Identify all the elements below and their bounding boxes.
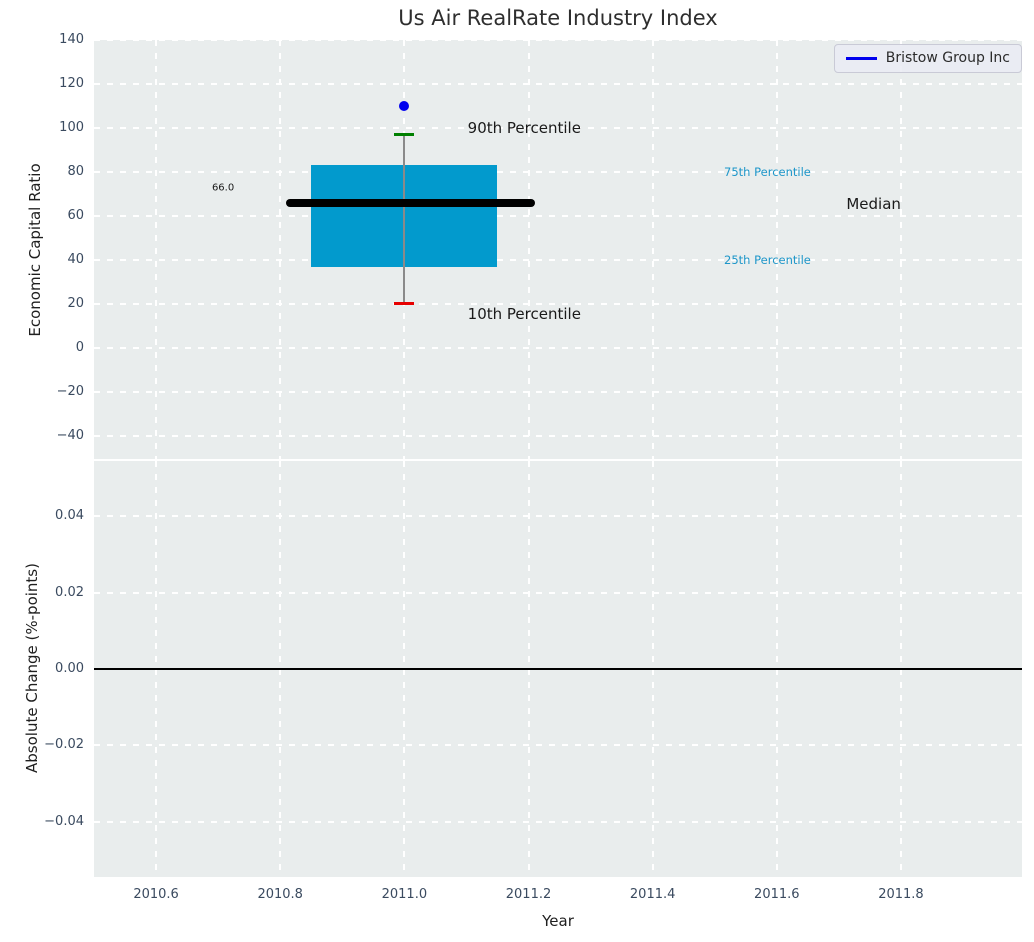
y-tick-label-top: −20 bbox=[56, 383, 84, 399]
gridline-h bbox=[94, 40, 1022, 41]
gridline-h bbox=[94, 346, 1022, 349]
gridline-h bbox=[94, 434, 1022, 437]
gridline-v bbox=[527, 40, 530, 459]
company-data-point bbox=[399, 100, 410, 111]
gridline-v bbox=[279, 40, 282, 459]
y-tick-label-top: 40 bbox=[67, 251, 84, 267]
x-axis-label: Year bbox=[542, 912, 574, 930]
y-tick-label-bottom: 0.02 bbox=[55, 584, 84, 600]
x-tick-label: 2011.6 bbox=[754, 887, 800, 902]
gridline-v bbox=[651, 40, 654, 459]
gridline-h bbox=[94, 515, 1022, 518]
annotation-75th-percentile: 75th Percentile bbox=[724, 164, 811, 179]
annotation-90th-percentile: 90th Percentile bbox=[467, 118, 581, 137]
x-tick-label: 2011.2 bbox=[505, 887, 552, 902]
y-tick-label-top: 20 bbox=[67, 295, 84, 311]
x-tick-label: 2011.4 bbox=[629, 887, 676, 902]
gridline-h bbox=[94, 390, 1022, 393]
gridline-h bbox=[94, 820, 1022, 823]
chart-title: Us Air RealRate Industry Index bbox=[398, 6, 718, 30]
annotation-25th-percentile: 25th Percentile bbox=[724, 252, 811, 267]
zero-reference-line bbox=[94, 668, 1022, 670]
gridline-h bbox=[94, 258, 1022, 261]
gridline-v bbox=[775, 40, 778, 459]
gridline-h bbox=[94, 82, 1022, 85]
gridline-v bbox=[899, 40, 902, 459]
legend-entry-label: Bristow Group Inc bbox=[885, 50, 1010, 66]
x-tick-label: 2011.8 bbox=[878, 887, 924, 902]
gridline-h bbox=[94, 591, 1022, 594]
whisker-line bbox=[403, 134, 406, 304]
y-tick-label-top: 0 bbox=[75, 339, 84, 355]
y-tick-label-top: 80 bbox=[67, 163, 84, 179]
x-tick-label: 2011.0 bbox=[381, 887, 428, 902]
y-tick-label-top: 120 bbox=[59, 75, 84, 91]
legend-box: Bristow Group Inc bbox=[833, 44, 1022, 73]
gridline-h bbox=[94, 302, 1022, 305]
y-tick-label-bottom: 0.04 bbox=[55, 508, 84, 524]
p90-whisker-cap bbox=[394, 133, 415, 137]
x-tick-label: 2010.8 bbox=[257, 887, 303, 902]
gridline-h bbox=[94, 126, 1022, 129]
y-tick-label-top: 140 bbox=[59, 32, 84, 47]
gridline-v bbox=[155, 40, 158, 459]
annotation-median: Median bbox=[846, 194, 901, 213]
y-tick-label-top: 60 bbox=[67, 207, 84, 223]
gridline-h bbox=[94, 744, 1022, 747]
y-tick-label-top: 100 bbox=[59, 119, 84, 135]
annotation-66-0: 66.0 bbox=[211, 182, 235, 194]
gridline-h bbox=[94, 214, 1022, 217]
legend-line-swatch bbox=[845, 56, 877, 60]
y-tick-label-bottom: −0.02 bbox=[44, 737, 84, 753]
y-tick-label-bottom: −0.04 bbox=[44, 813, 84, 829]
y-tick-label-top: −40 bbox=[56, 427, 84, 443]
gridline-h bbox=[94, 170, 1022, 173]
bottom-plot-area bbox=[94, 461, 1022, 877]
x-tick-label: 2010.6 bbox=[133, 887, 179, 902]
annotation-10th-percentile: 10th Percentile bbox=[467, 304, 581, 323]
top-plot-area: 90th Percentile 10th Percentile 75th Perce… bbox=[94, 40, 1022, 459]
median-line bbox=[286, 198, 535, 207]
p10-whisker-cap bbox=[394, 302, 415, 306]
y-tick-label-bottom: 0.00 bbox=[55, 661, 84, 676]
